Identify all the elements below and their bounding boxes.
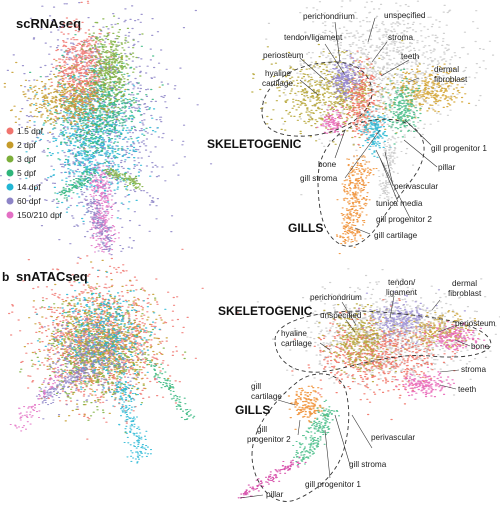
snatacseq-time-umap xyxy=(8,248,239,464)
rna-label-tunica-media: tunica media xyxy=(376,199,423,208)
atac-label-gill-cartilage-1: gill xyxy=(251,382,261,391)
legend-swatch-5 xyxy=(6,183,14,191)
atac-label-unspecified: unspecified xyxy=(320,311,362,320)
atac-label-gill-cartilage-2: cartilage xyxy=(251,392,282,401)
legend-label-3: 3 dpf xyxy=(17,154,37,164)
legend-swatch-3 xyxy=(6,155,14,163)
rna-label-hyaline-2: cartilage xyxy=(262,79,293,88)
atac-outlines xyxy=(251,310,492,502)
rna-outlines xyxy=(261,61,425,247)
legend-label-2: 2 dpf xyxy=(17,140,37,150)
legend-label-5: 14 dpf xyxy=(17,182,41,192)
legend-swatch-4 xyxy=(6,169,14,177)
atac-label-hyaline-2: cartilage xyxy=(281,339,312,348)
legend-swatch-1 xyxy=(6,127,14,135)
rna-label-tendon: tendon/ligament xyxy=(284,33,343,42)
atac-group-gills: GILLS xyxy=(235,403,270,417)
atac-label-gill-stroma: gill stroma xyxy=(349,460,387,469)
rna-label-unspecified: unspecified xyxy=(384,11,426,20)
rna-label-perivascular: perivascular xyxy=(394,182,438,191)
atac-label-periosteum: periosteum xyxy=(455,319,496,328)
rna-label-gill-stroma: gill stroma xyxy=(300,174,338,183)
atac-label-perichondrium: perichondrium xyxy=(310,293,362,302)
rna-label-bone: bone xyxy=(318,160,337,169)
atac-label-dermal-2: fibroblast xyxy=(448,289,482,298)
atac-label-perivascular: perivascular xyxy=(371,433,415,442)
atac-label-hyaline-1: hyaline xyxy=(281,329,307,338)
legend-swatch-2 xyxy=(6,141,14,149)
legend-label-7: 150/210 dpf xyxy=(17,210,63,220)
rna-label-gill-progenitor-2: gill progenitor 2 xyxy=(376,215,432,224)
atac-group-skeletogenic: SKELETOGENIC xyxy=(218,304,313,318)
rna-group-skeletogenic: SKELETOGENIC xyxy=(207,137,302,151)
atac-label-dermal-1: dermal xyxy=(452,279,477,288)
rna-labels: perichondrium unspecified tendon/ligamen… xyxy=(207,11,487,240)
rna-label-stroma: stroma xyxy=(388,33,413,42)
atac-label-gill-progenitor-2b: progenitor 2 xyxy=(247,435,291,444)
atac-label-tendon-2: ligament xyxy=(386,288,418,297)
rna-label-teeth: teeth xyxy=(401,52,420,61)
legend-swatch-6 xyxy=(6,197,14,205)
rna-group-gills: GILLS xyxy=(288,221,323,235)
rna-label-pillar: pillar xyxy=(438,163,456,172)
time-legend: 1.5 dpf 2 dpf 3 dpf 5 dpf 14 dpf 60 dpf … xyxy=(6,126,63,220)
rna-label-periosteum: periosteum xyxy=(263,51,304,60)
rna-label-perichondrium: perichondrium xyxy=(303,12,355,21)
legend-label-4: 5 dpf xyxy=(17,168,37,178)
atac-leader-lines xyxy=(239,295,471,499)
atac-label-stroma: stroma xyxy=(461,365,486,374)
rna-label-gill-cartilage: gill cartilage xyxy=(374,231,418,240)
scrnaseq-time-umap xyxy=(0,0,213,301)
rna-skeletogenic-outline xyxy=(261,61,373,137)
atac-skeletogenic-outline xyxy=(274,310,492,373)
legend-label-1: 1.5 dpf xyxy=(17,126,44,136)
rna-label-dermal-1: dermal xyxy=(434,65,459,74)
atac-label-tendon-1: tendon/ xyxy=(388,278,416,287)
atac-label-pillar: pillar xyxy=(266,490,284,499)
atac-label-teeth: teeth xyxy=(458,385,477,394)
atac-label-gill-progenitor-2a: gill xyxy=(257,425,267,434)
legend-swatch-7 xyxy=(6,211,14,219)
snatacseq-celltype-umap xyxy=(237,268,500,499)
rna-label-gill-progenitor-1: gill progenitor 1 xyxy=(431,144,487,153)
rna-label-hyaline-1: hyaline xyxy=(265,69,291,78)
atac-labels: perichondrium tendon/ ligament dermal fi… xyxy=(218,278,496,499)
atac-label-bone: bone xyxy=(471,342,490,351)
panel-letter-b: b xyxy=(2,270,9,284)
rna-gills-outline xyxy=(317,118,425,247)
panel-title-snatacseq: snATACseq xyxy=(16,269,88,284)
rna-label-dermal-2: fibroblast xyxy=(434,75,468,84)
atac-label-gill-progenitor-1: gill progenitor 1 xyxy=(305,480,361,489)
rna-leader-lines xyxy=(299,17,438,235)
panel-title-scrnaseq: scRNAseq xyxy=(16,16,81,31)
legend-label-6: 60 dpf xyxy=(17,196,41,206)
